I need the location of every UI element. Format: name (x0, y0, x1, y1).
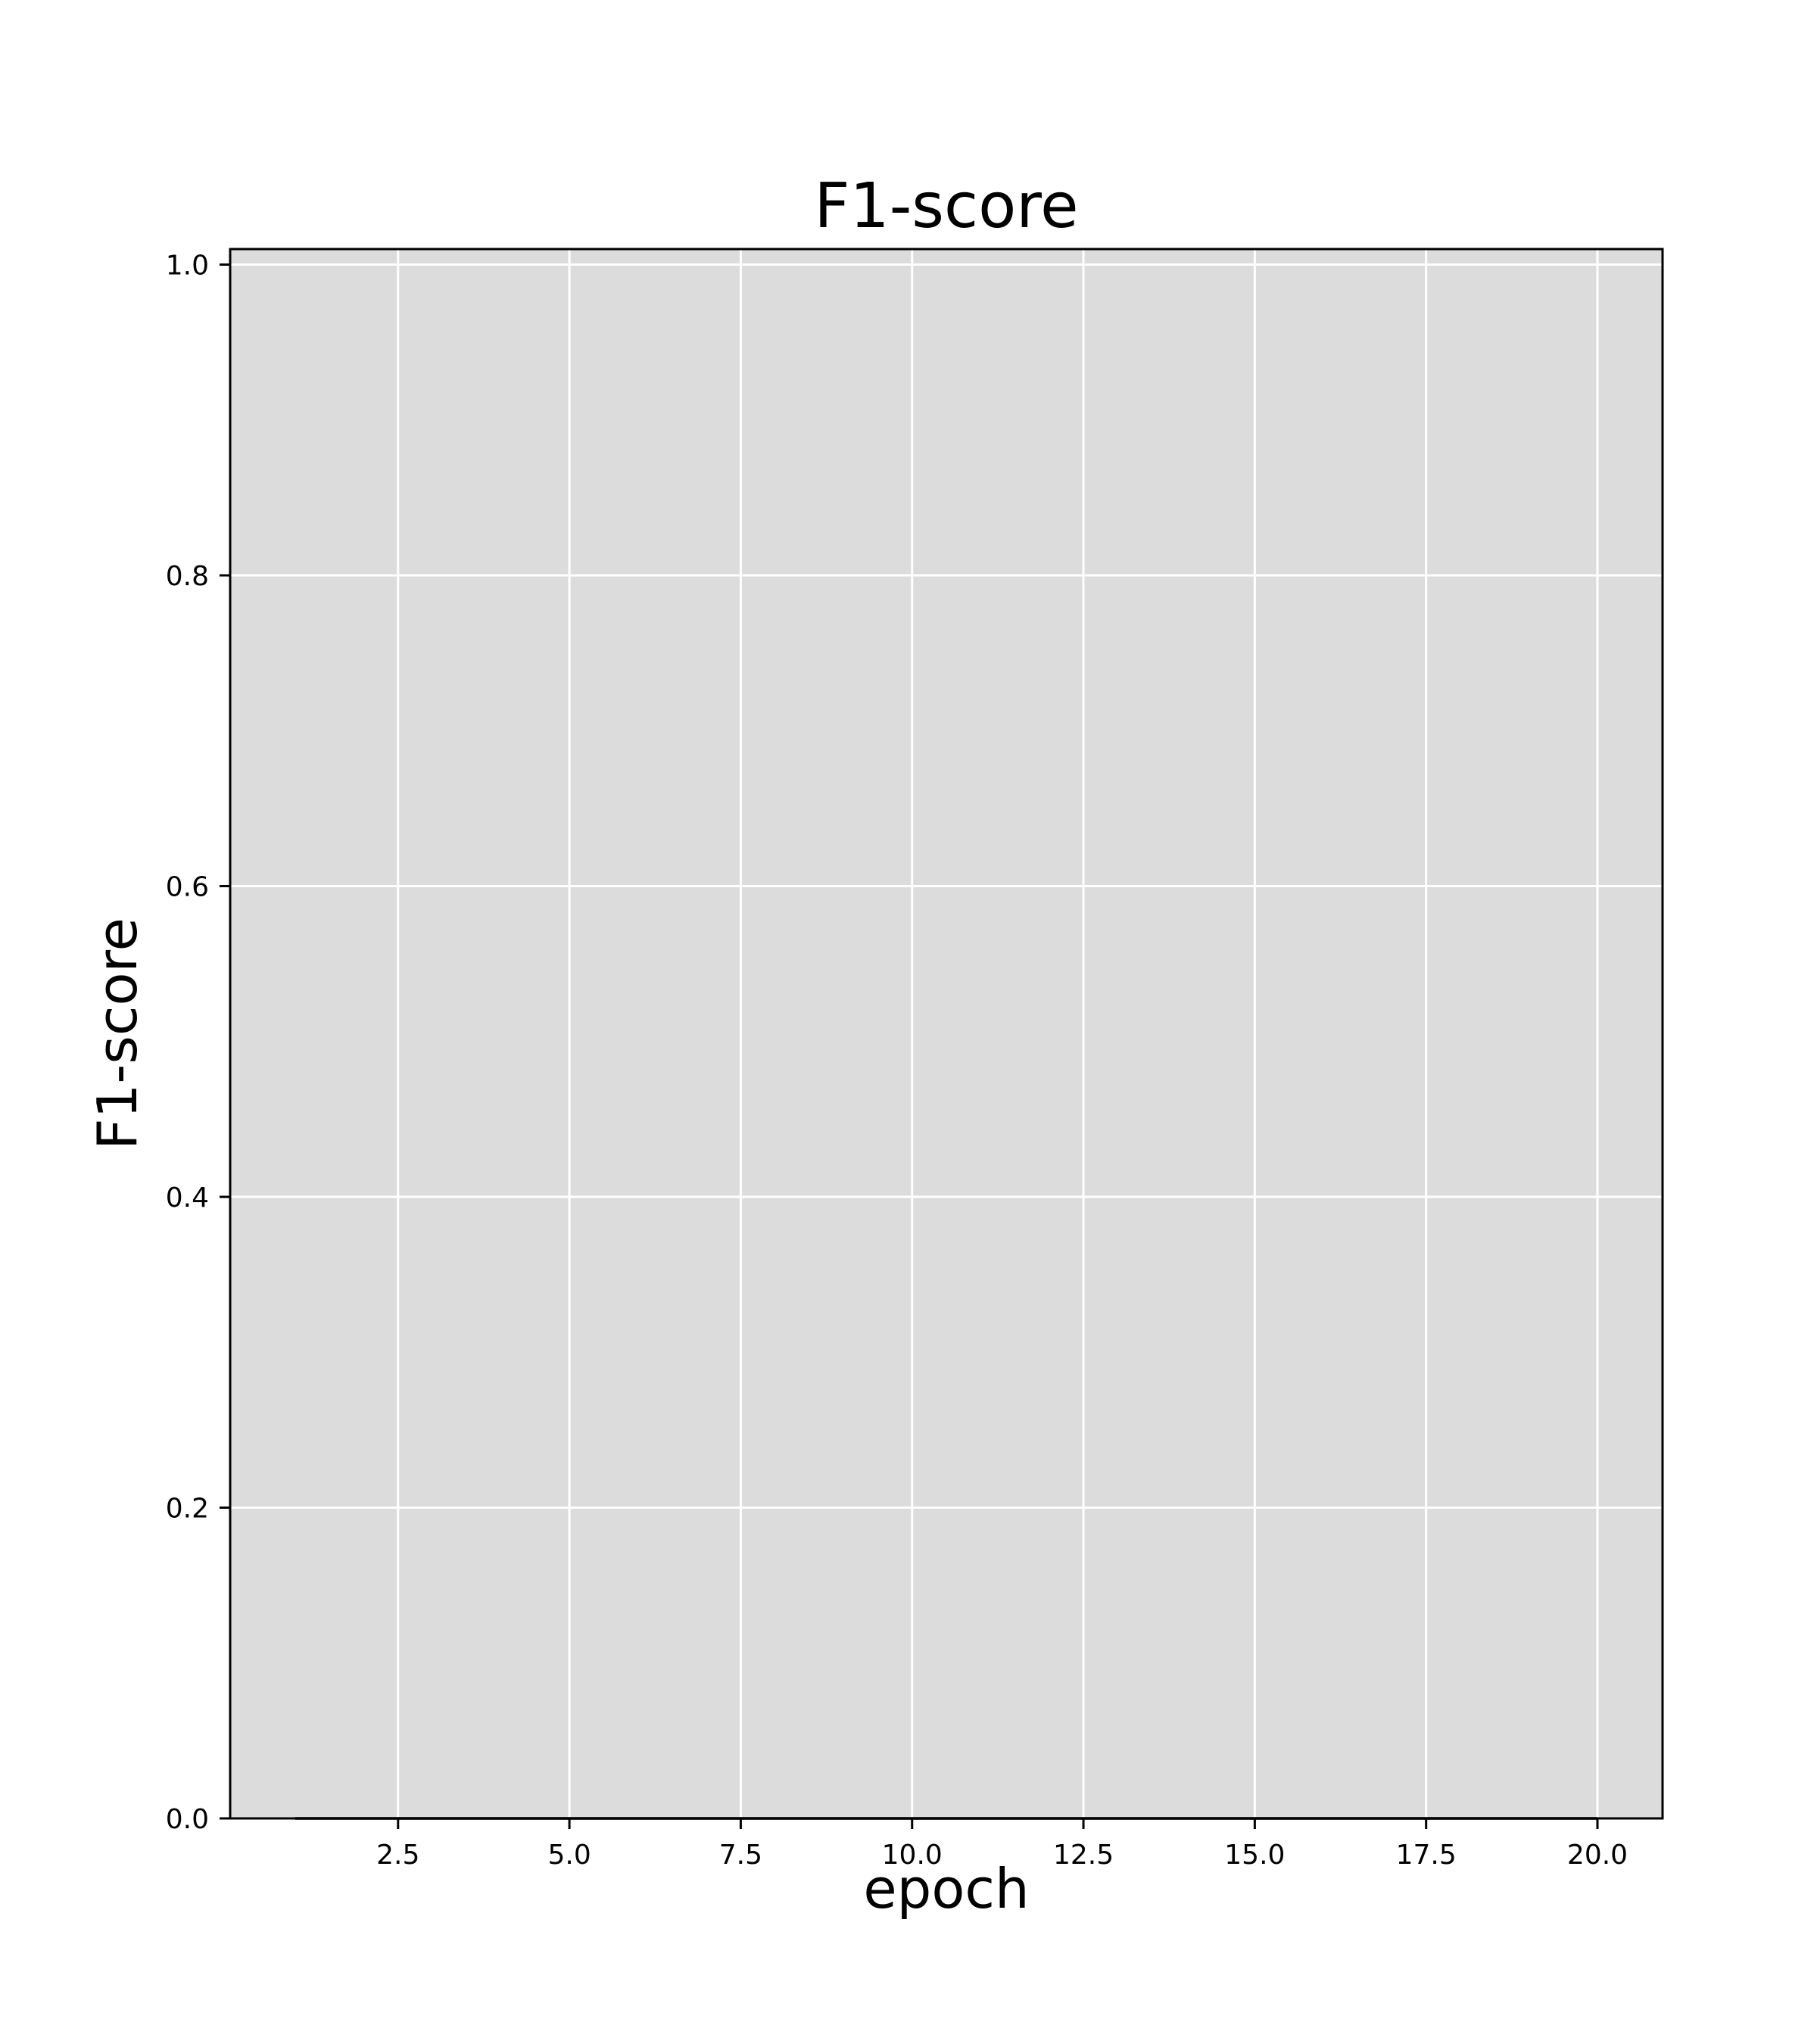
chart-title: F1-score (814, 170, 1078, 242)
x-tick-label: 7.5 (719, 1840, 762, 1871)
x-tick-label: 5.0 (547, 1840, 591, 1871)
y-tick-label: 0.6 (166, 872, 209, 903)
y-tick-label: 0.2 (166, 1494, 209, 1525)
y-axis-title: F1-score (86, 918, 149, 1150)
x-tick-label: 20.0 (1567, 1840, 1628, 1871)
x-tick-label: 2.5 (376, 1840, 419, 1871)
x-tick-label: 15.0 (1224, 1840, 1285, 1871)
y-axis-ticks: 0.0 0.2 0.4 0.6 0.8 1.0 (166, 251, 230, 1835)
y-tick-label: 0.0 (166, 1804, 209, 1835)
y-tick-label: 0.8 (166, 561, 209, 592)
plot-area (230, 249, 1663, 1818)
x-axis-title: epoch (863, 1857, 1029, 1921)
y-tick-label: 1.0 (166, 251, 209, 282)
x-tick-label: 10.0 (882, 1840, 943, 1871)
y-tick-label: 0.4 (166, 1182, 209, 1214)
plot-frame (229, 248, 1664, 1820)
grid (230, 249, 1663, 1820)
x-tick-label: 12.5 (1053, 1840, 1114, 1871)
x-axis-ticks: 2.5 5.0 7.5 10.0 12.5 15.0 17.5 20.0 (376, 1818, 1628, 1871)
x-tick-label: 17.5 (1396, 1840, 1457, 1871)
